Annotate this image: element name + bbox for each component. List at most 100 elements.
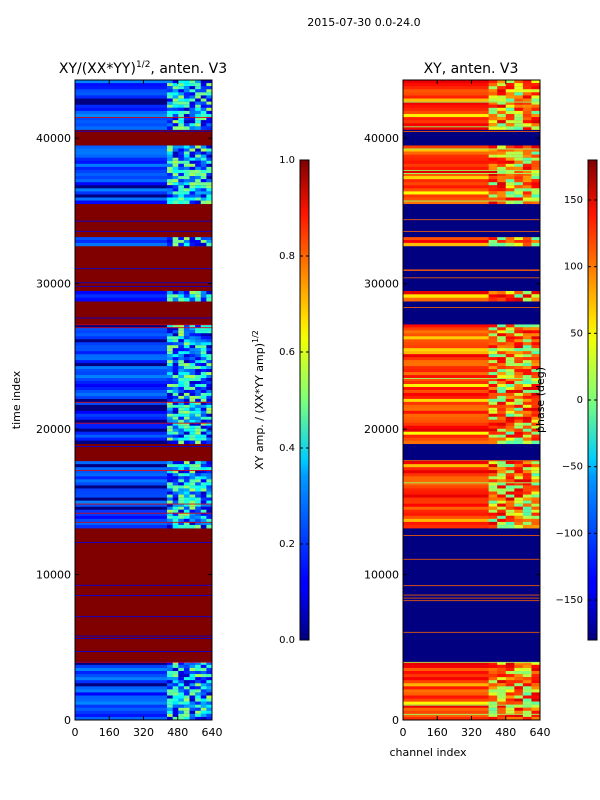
heatmap-row <box>75 200 212 205</box>
heatmap-cell <box>522 185 532 189</box>
heatmap-row <box>75 595 212 596</box>
heatmap-cell <box>178 297 185 302</box>
heatmap-row <box>75 521 212 523</box>
heatmap-row <box>403 110 540 115</box>
heatmap-cell <box>172 384 179 388</box>
heatmap-cell <box>167 488 174 492</box>
heatmap-cell <box>488 378 498 382</box>
heatmap-row <box>403 503 540 508</box>
heatmap-row <box>403 422 540 427</box>
heatmap-cell <box>183 464 190 468</box>
heatmap-row <box>75 327 212 331</box>
heatmap-row <box>75 366 212 370</box>
heatmap-cell <box>189 698 196 703</box>
heatmap-cell <box>195 667 202 672</box>
heatmap-cell <box>522 701 532 706</box>
heatmap-cell <box>195 488 202 492</box>
heatmap-cell <box>183 413 190 418</box>
heatmap-cell <box>514 386 524 391</box>
heatmap-cell <box>514 342 524 346</box>
heatmap-cell <box>522 509 532 514</box>
heatmap-cell <box>514 345 524 349</box>
heatmap-cell <box>195 357 202 361</box>
heatmap-cell <box>183 506 190 511</box>
heatmap-cell <box>505 360 515 364</box>
heatmap-cell <box>206 425 212 430</box>
heatmap-cell <box>167 324 174 328</box>
heatmap-cell <box>183 386 190 391</box>
heatmap-cell <box>497 389 507 394</box>
heatmap-cell <box>195 242 202 247</box>
heatmap-cell <box>522 166 532 171</box>
heatmap-cell <box>514 173 524 177</box>
heatmap-cell <box>497 126 507 130</box>
heatmap-cell <box>200 98 207 103</box>
heatmap-cell <box>200 512 207 517</box>
heatmap-cell <box>522 242 532 247</box>
heatmap-cell <box>189 413 196 418</box>
heatmap-cell <box>514 240 524 244</box>
heatmap-cell <box>183 95 190 99</box>
heatmap-row <box>75 494 212 498</box>
heatmap-cell <box>167 357 174 361</box>
colorbar-tick-label: 1.0 <box>279 155 295 166</box>
heatmap-cell <box>505 509 515 514</box>
heatmap-cell <box>206 92 212 96</box>
heatmap-cell <box>497 242 507 247</box>
heatmap-cell <box>167 689 174 693</box>
heatmap-cell <box>488 117 498 121</box>
heatmap-cell <box>505 506 515 511</box>
heatmap-cell <box>505 479 515 483</box>
heatmap-cell <box>172 363 179 367</box>
heatmap-cell <box>522 680 532 684</box>
heatmap-cell <box>189 404 196 409</box>
heatmap-cell <box>178 392 185 397</box>
heatmap-cell <box>178 114 185 118</box>
heatmap-cell <box>531 479 540 483</box>
heatmap-cell <box>195 500 202 505</box>
heatmap-cell <box>514 497 524 502</box>
heatmap-cell <box>531 503 540 508</box>
heatmap-cell <box>206 378 212 382</box>
heatmap-cell <box>497 518 507 523</box>
heatmap-cell <box>488 324 498 328</box>
heatmap-cell <box>497 470 507 474</box>
heatmap-cell <box>178 509 185 514</box>
heatmap-row <box>75 664 212 669</box>
heatmap-cell <box>178 86 185 90</box>
heatmap-cell <box>200 416 207 421</box>
heatmap-cell <box>505 369 515 373</box>
heatmap-cell <box>488 107 498 112</box>
heatmap-cell <box>505 476 515 480</box>
heatmap-row <box>403 148 540 150</box>
heatmap-cell <box>505 482 515 486</box>
heatmap-cell <box>531 422 540 427</box>
heatmap-cell <box>183 389 190 394</box>
heatmap-cell <box>195 680 202 684</box>
heatmap-cell <box>167 713 174 718</box>
heatmap-cell <box>514 518 524 523</box>
heatmap-cell <box>531 169 540 174</box>
heatmap-cell <box>178 401 185 406</box>
heatmap-cell <box>488 104 498 109</box>
heatmap-cell <box>514 101 524 106</box>
heatmap-cell <box>167 434 174 439</box>
heatmap-cell <box>522 464 532 468</box>
heatmap-cell <box>488 521 498 526</box>
heatmap-cell <box>172 713 179 718</box>
heatmap-cell <box>195 375 202 379</box>
heatmap-cell <box>488 389 498 394</box>
heatmap-row <box>403 381 540 385</box>
heatmap-cell <box>200 509 207 514</box>
heatmap-cell <box>200 179 207 183</box>
heatmap-cell <box>206 240 212 244</box>
heatmap-row <box>75 422 212 427</box>
heatmap-cell <box>178 95 185 99</box>
heatmap-cell <box>488 240 498 244</box>
heatmap-cell <box>195 92 202 96</box>
heatmap-cell <box>522 357 532 361</box>
heatmap-cell <box>189 384 196 388</box>
heatmap-cell <box>531 521 540 526</box>
heatmap-cell <box>488 86 498 90</box>
